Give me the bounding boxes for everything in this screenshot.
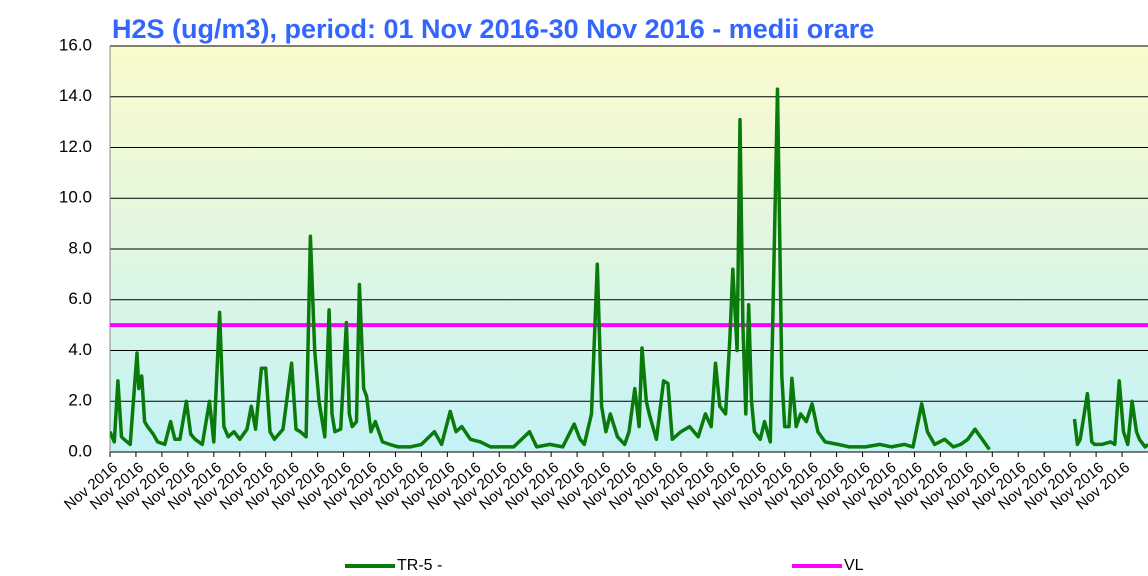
legend-label: TR-5 -	[397, 557, 442, 574]
y-tick-label: 12.0	[59, 137, 92, 156]
data-line	[110, 87, 1148, 451]
plot-clip	[110, 87, 1148, 451]
y-tick-label: 10.0	[59, 188, 92, 207]
y-tick-label: 0.0	[68, 441, 92, 460]
y-tick-label: 4.0	[68, 340, 92, 359]
y-tick-label: 14.0	[59, 86, 92, 105]
chart-title: H2S (ug/m3), period: 01 Nov 2016-30 Nov …	[112, 14, 874, 44]
y-tick-label: 8.0	[68, 238, 92, 257]
y-tick-label: 16.0	[59, 35, 92, 54]
legend-label: VL	[844, 557, 864, 574]
y-tick-label: 2.0	[68, 391, 92, 410]
y-tick-label: 6.0	[68, 289, 92, 308]
